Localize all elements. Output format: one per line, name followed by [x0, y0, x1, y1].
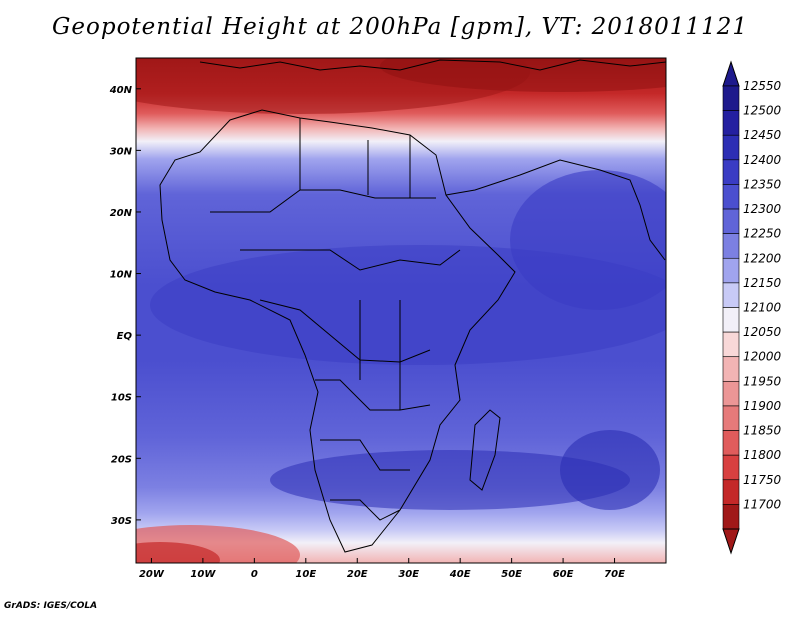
colorbar-swatch	[722, 257, 740, 284]
colorbar-bottom-arrow	[722, 528, 740, 555]
colorbar-swatch	[722, 307, 740, 333]
colorbar-label: 11950	[743, 374, 782, 388]
colorbar-label: 11900	[743, 399, 782, 413]
lat-tick-label: 20S	[111, 454, 132, 465]
colorbar-label: 11750	[743, 473, 782, 487]
colorbar-swatch	[722, 331, 740, 358]
colorbar: 12550 12500 12450 12400 12350 12300 12250 12200…	[722, 60, 782, 555]
colorbar-label: 12250	[743, 227, 782, 241]
colorbar-swatch	[722, 405, 740, 431]
colorbar-swatch	[722, 134, 740, 161]
lon-tick-label: 20E	[347, 569, 368, 580]
colorbar-swatch	[722, 504, 740, 530]
colorbar-label: 11700	[743, 497, 782, 511]
colorbar-top-arrow	[722, 60, 740, 87]
colorbar-label: 12500	[743, 104, 782, 118]
colorbar-label: 12300	[743, 202, 782, 216]
lat-tick-label: 10N	[110, 270, 133, 281]
colorbar-label: 12050	[743, 325, 782, 339]
colorbar-label: 11850	[743, 424, 782, 438]
colorbar-swatch	[722, 208, 740, 234]
lat-tick-label: 20N	[110, 208, 133, 219]
lon-tick-label: 30E	[398, 569, 419, 580]
colorbar-label: 12450	[743, 128, 782, 142]
lat-tick-label: 40N	[109, 85, 133, 96]
colorbar-swatch	[722, 381, 740, 407]
lon-tick-label: 0	[251, 569, 258, 580]
colorbar-label: 11800	[743, 448, 782, 462]
colorbar-swatch	[722, 233, 740, 259]
lon-tick-label: 60E	[553, 569, 574, 580]
colorbar-label: 12150	[743, 276, 782, 290]
colorbar-swatch	[722, 356, 740, 382]
lat-ticks: 40N 30N 20N 10N EQ 10S 20S 30S	[109, 85, 141, 527]
lat-tick-label: 30N	[110, 146, 133, 157]
lon-tick-label: 20W	[139, 569, 165, 580]
lat-tick-label: 30S	[111, 516, 132, 527]
colorbar-swatch	[722, 430, 740, 456]
lon-tick-label: 70E	[604, 569, 625, 580]
colorbar-swatch	[722, 479, 740, 505]
colorbar-swatch	[722, 184, 740, 210]
map-frame	[135, 57, 667, 564]
grads-credit: GrADS: IGES/COLA	[4, 601, 98, 611]
lon-tick-label: 50E	[501, 569, 522, 580]
lon-tick-label: 40E	[449, 569, 471, 580]
colorbar-label: 12100	[743, 301, 782, 315]
lon-ticks: 20W 10W 0 10E 20E 30E 40E 50E 60E 70E	[139, 558, 625, 580]
lat-tick-label: EQ	[117, 331, 133, 342]
colorbar-swatch	[722, 159, 740, 185]
lon-tick-label: 10W	[190, 569, 216, 580]
lon-tick-label: 10E	[295, 569, 316, 580]
lat-tick-label: 10S	[111, 393, 132, 404]
colorbar-label: 12550	[743, 79, 782, 93]
height-field	[136, 58, 666, 563]
colorbar-label: 12000	[743, 350, 782, 364]
colorbar-swatch	[722, 282, 740, 308]
colorbar-swatch	[722, 454, 740, 481]
colorbar-swatch	[722, 85, 740, 111]
colorbar-label: 12400	[743, 153, 782, 167]
colorbar-label: 12350	[743, 177, 782, 191]
map-title: Geopotential Height at 200hPa [gpm], VT:…	[52, 14, 748, 40]
colorbar-label: 12200	[743, 251, 782, 265]
coastlines	[159, 59, 666, 553]
colorbar-swatch	[722, 110, 740, 136]
